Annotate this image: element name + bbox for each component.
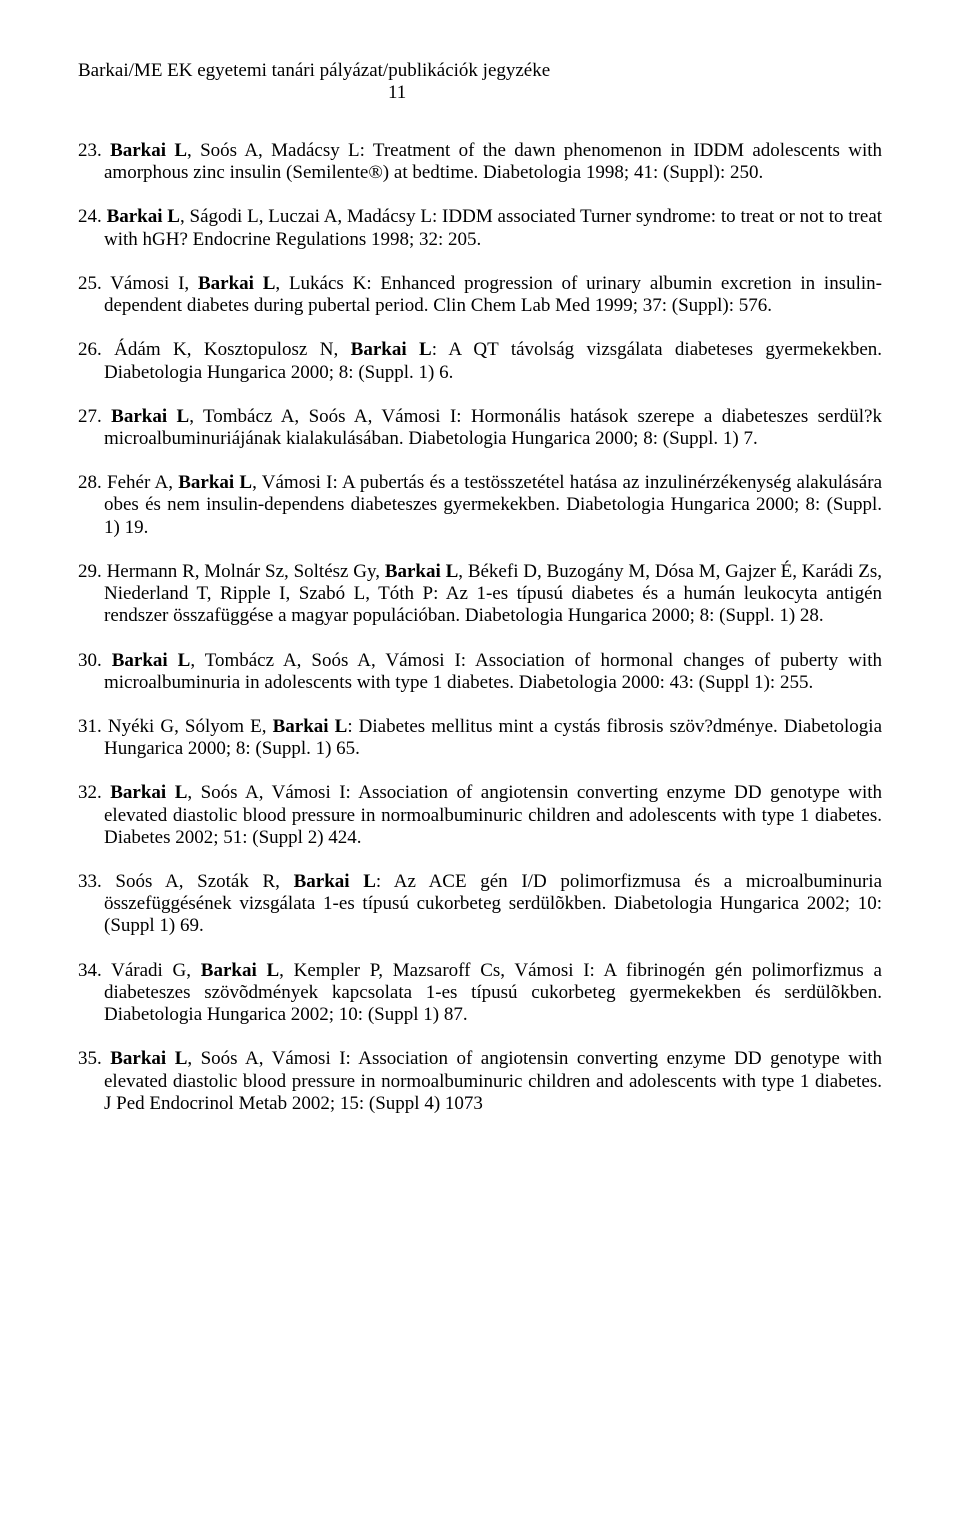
reference-entry: 23. Barkai L, Soós A, Madácsy L: Treatme… [78,140,882,184]
running-title: Barkai/ME EK egyetemi tanári pályázat/pu… [78,60,550,81]
entry-author-bold: Barkai L [294,871,376,892]
entry-text-pre: Soós A, Szoták R, [115,871,293,892]
entry-number: 33. [78,871,102,892]
reference-entry: 31. Nyéki G, Sólyom E, Barkai L: Diabete… [78,716,882,760]
entry-author-bold: Barkai L [110,140,187,161]
reference-entry: 30. Barkai L, Tombácz A, Soós A, Vámosi … [78,650,882,694]
entry-text-pre: Ádám K, Kosztopulosz N, [114,339,350,360]
reference-entry: 35. Barkai L, Soós A, Vámosi I: Associat… [78,1048,882,1115]
entry-text-post: , Tombácz A, Soós A, Vámosi I: Associati… [104,650,882,693]
entry-author-bold: Barkai L [107,206,180,227]
entry-author-bold: Barkai L [385,561,458,582]
entry-author-bold: Barkai L [273,716,348,737]
entry-number: 26. [78,339,102,360]
entry-text-post: , Ságodi L, Luczai A, Madácsy L: IDDM as… [104,206,882,249]
page-number: 11 [388,82,406,104]
entry-number: 35. [78,1048,102,1069]
entry-number: 29. [78,561,102,582]
entry-text-pre: Nyéki G, Sólyom E, [108,716,273,737]
entry-author-bold: Barkai L [112,650,191,671]
reference-entry: 28. Fehér A, Barkai L, Vámosi I: A puber… [78,472,882,539]
entry-number: 31. [78,716,102,737]
entry-author-bold: Barkai L [351,339,432,360]
entry-author-bold: Barkai L [110,1048,187,1069]
entry-author-bold: Barkai L [110,782,187,803]
reference-entry: 33. Soós A, Szoták R, Barkai L: Az ACE g… [78,871,882,938]
entry-text-post: , Soós A, Madácsy L: Treatment of the da… [104,140,882,183]
entry-author-bold: Barkai L [201,960,279,981]
reference-entry: 29. Hermann R, Molnár Sz, Soltész Gy, Ba… [78,561,882,628]
entry-number: 27. [78,406,102,427]
reference-entry: 27. Barkai L, Tombácz A, Soós A, Vámosi … [78,406,882,450]
entry-number: 23. [78,140,102,161]
entry-text-post: , Tombácz A, Soós A, Vámosi I: Hormonáli… [104,406,882,449]
entry-number: 34. [78,960,102,981]
reference-entry: 25. Vámosi I, Barkai L, Lukács K: Enhanc… [78,273,882,317]
running-header: Barkai/ME EK egyetemi tanári pályázat/pu… [78,60,882,104]
entry-number: 25. [78,273,102,294]
entry-text-pre: Vámosi I, [110,273,198,294]
reference-entry: 32. Barkai L, Soós A, Vámosi I: Associat… [78,782,882,849]
entry-number: 24. [78,206,102,227]
entry-number: 28. [78,472,102,493]
entry-text-pre: Váradi G, [111,960,201,981]
document-page: Barkai/ME EK egyetemi tanári pályázat/pu… [0,0,960,1197]
entry-number: 30. [78,650,102,671]
reference-entry: 34. Váradi G, Barkai L, Kempler P, Mazsa… [78,960,882,1027]
entry-text-post: , Soós A, Vámosi I: Association of angio… [104,782,882,847]
entry-text-post: , Soós A, Vámosi I: Association of angio… [104,1048,882,1113]
entry-author-bold: Barkai L [198,273,275,294]
entry-text-pre: Hermann R, Molnár Sz, Soltész Gy, [107,561,385,582]
entry-number: 32. [78,782,102,803]
entry-author-bold: Barkai L [111,406,189,427]
reference-entry: 26. Ádám K, Kosztopulosz N, Barkai L: A … [78,339,882,383]
reference-list: 23. Barkai L, Soós A, Madácsy L: Treatme… [78,140,882,1115]
reference-entry: 24. Barkai L, Ságodi L, Luczai A, Madács… [78,206,882,250]
entry-author-bold: Barkai L [178,472,252,493]
entry-text-pre: Fehér A, [107,472,178,493]
